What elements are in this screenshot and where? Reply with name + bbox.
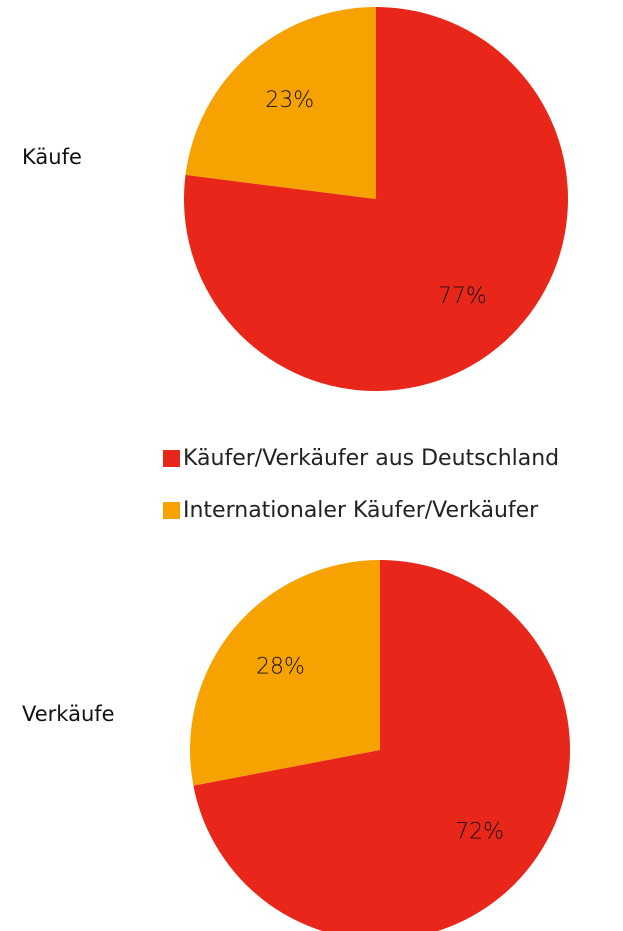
pie-slice [190, 560, 380, 786]
legend-label: Internationaler Käufer/Verkäufer [183, 498, 539, 523]
pie-slice [185, 7, 376, 199]
legend-swatch [163, 502, 180, 519]
slice-label: 28% [256, 655, 305, 680]
legend-swatch [163, 450, 180, 467]
slice-label: 23% [265, 88, 314, 113]
legend-label: Käufer/Verkäufer aus Deutschland [183, 446, 559, 471]
pie-title: Verkäufe [22, 702, 115, 726]
pie-title: Käufe [22, 145, 82, 169]
slice-label: 72% [455, 819, 504, 844]
slice-label: 77% [438, 284, 487, 309]
pie-slice [193, 560, 570, 931]
pie-slice [184, 7, 568, 392]
